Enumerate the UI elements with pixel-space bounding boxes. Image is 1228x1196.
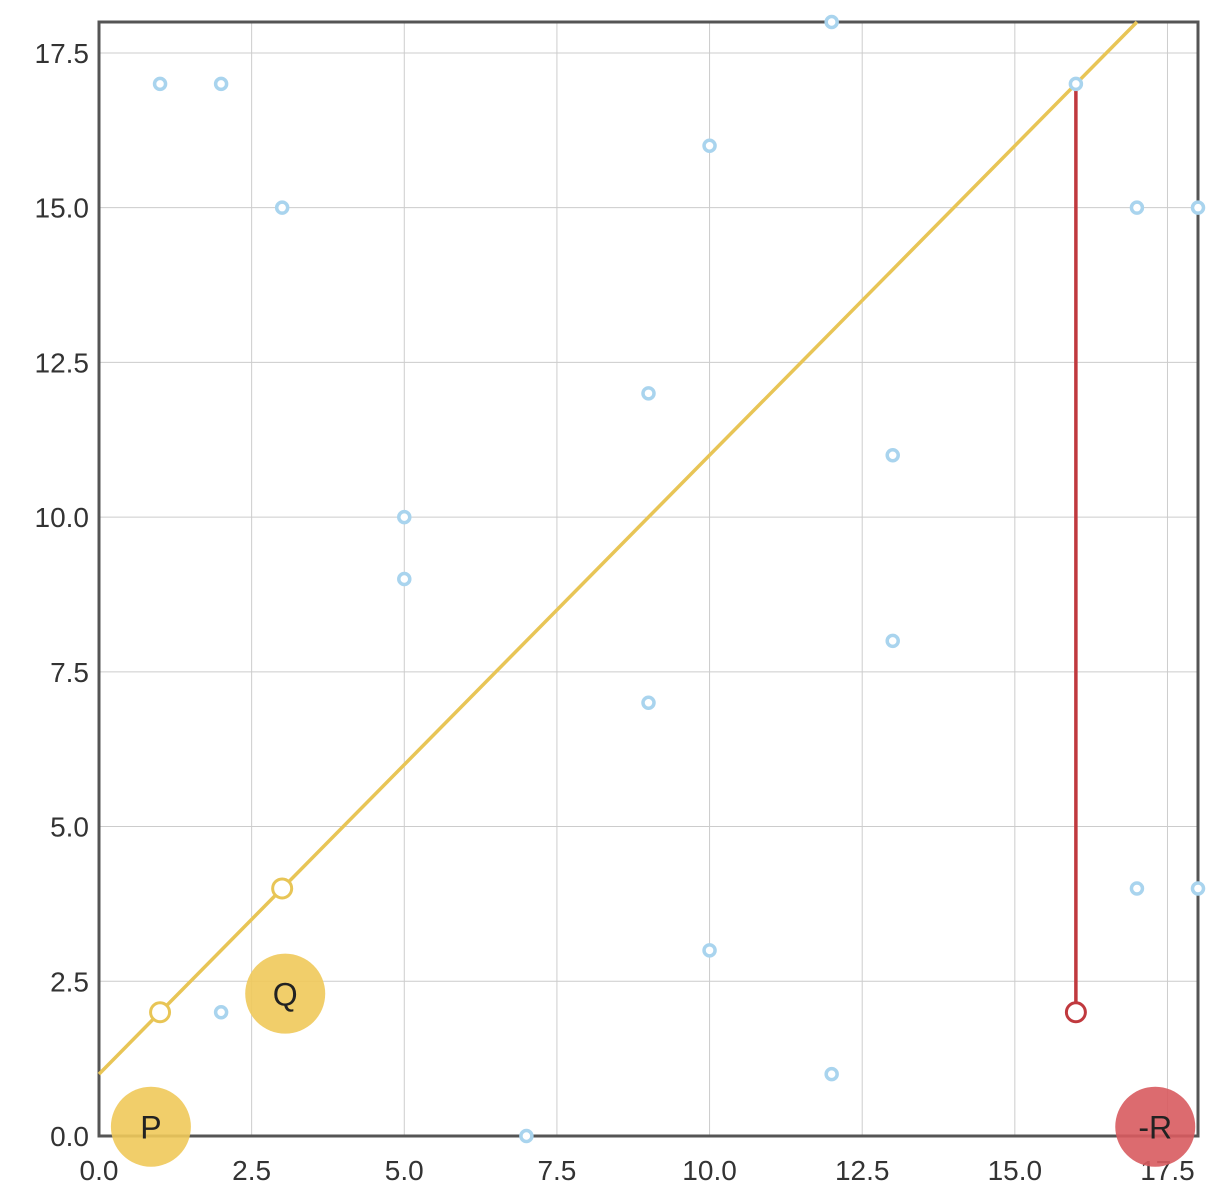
y-tick-label: 10.0 bbox=[35, 502, 90, 533]
data-point bbox=[397, 571, 412, 587]
badge: P bbox=[110, 1086, 191, 1167]
badge-circle bbox=[245, 953, 326, 1034]
x-tick-labels: 0.0 2.5 5.0 7.5 10.0 12.5 15.0 17.5 bbox=[80, 1155, 1195, 1186]
data-point bbox=[824, 14, 839, 30]
line-point bbox=[149, 1001, 172, 1024]
y-tick-label: 17.5 bbox=[35, 38, 90, 69]
data-point bbox=[397, 509, 412, 525]
badge: Q bbox=[245, 953, 326, 1034]
fit-line-group bbox=[97, 20, 1139, 1076]
x-tick-label: 10.0 bbox=[682, 1155, 737, 1186]
data-point bbox=[885, 447, 900, 463]
data-point bbox=[1068, 76, 1084, 92]
y-tick-label: 0.0 bbox=[50, 1121, 89, 1152]
data-point bbox=[1129, 881, 1145, 896]
residual-point bbox=[1064, 1001, 1087, 1024]
badge: -R bbox=[1115, 1086, 1196, 1167]
data-point bbox=[1190, 881, 1206, 896]
plot-frame bbox=[97, 20, 1200, 1138]
x-tick-label: 12.5 bbox=[835, 1155, 890, 1186]
line-point bbox=[271, 877, 294, 900]
data-point bbox=[213, 1004, 229, 1020]
data-point bbox=[641, 695, 656, 711]
badges: P Q -R bbox=[110, 953, 1196, 1167]
data-point bbox=[274, 200, 290, 215]
data-point bbox=[152, 76, 168, 92]
data-points bbox=[152, 14, 1206, 1144]
data-point bbox=[1129, 200, 1145, 215]
residual-group bbox=[1064, 83, 1087, 1024]
x-tick-label: 5.0 bbox=[385, 1155, 424, 1186]
x-tick-label: 2.5 bbox=[232, 1155, 271, 1186]
y-tick-labels: 0.0 2.5 5.0 7.5 10.0 12.5 15.0 17.5 bbox=[35, 38, 90, 1152]
x-tick-label: 7.5 bbox=[537, 1155, 576, 1186]
data-point bbox=[519, 1128, 534, 1144]
y-tick-label: 12.5 bbox=[35, 347, 90, 378]
data-point bbox=[641, 386, 656, 401]
badge-circle bbox=[110, 1086, 191, 1167]
badge-circle bbox=[1115, 1086, 1196, 1167]
data-point bbox=[213, 76, 229, 92]
x-tick-label: 15.0 bbox=[988, 1155, 1043, 1186]
badge-label: P bbox=[140, 1110, 161, 1146]
y-tick-label: 7.5 bbox=[50, 657, 89, 688]
data-point bbox=[1190, 200, 1206, 215]
data-point bbox=[702, 943, 717, 958]
y-tick-label: 5.0 bbox=[50, 812, 89, 843]
data-point bbox=[885, 633, 900, 649]
y-tick-label: 2.5 bbox=[50, 966, 89, 997]
x-tick-label: 0.0 bbox=[80, 1155, 119, 1186]
badge-label: -R bbox=[1138, 1110, 1172, 1146]
data-point bbox=[702, 138, 717, 154]
y-tick-label: 15.0 bbox=[35, 193, 90, 224]
badge-label: Q bbox=[273, 977, 298, 1013]
fit-line bbox=[97, 20, 1139, 1076]
data-point bbox=[824, 1066, 839, 1082]
